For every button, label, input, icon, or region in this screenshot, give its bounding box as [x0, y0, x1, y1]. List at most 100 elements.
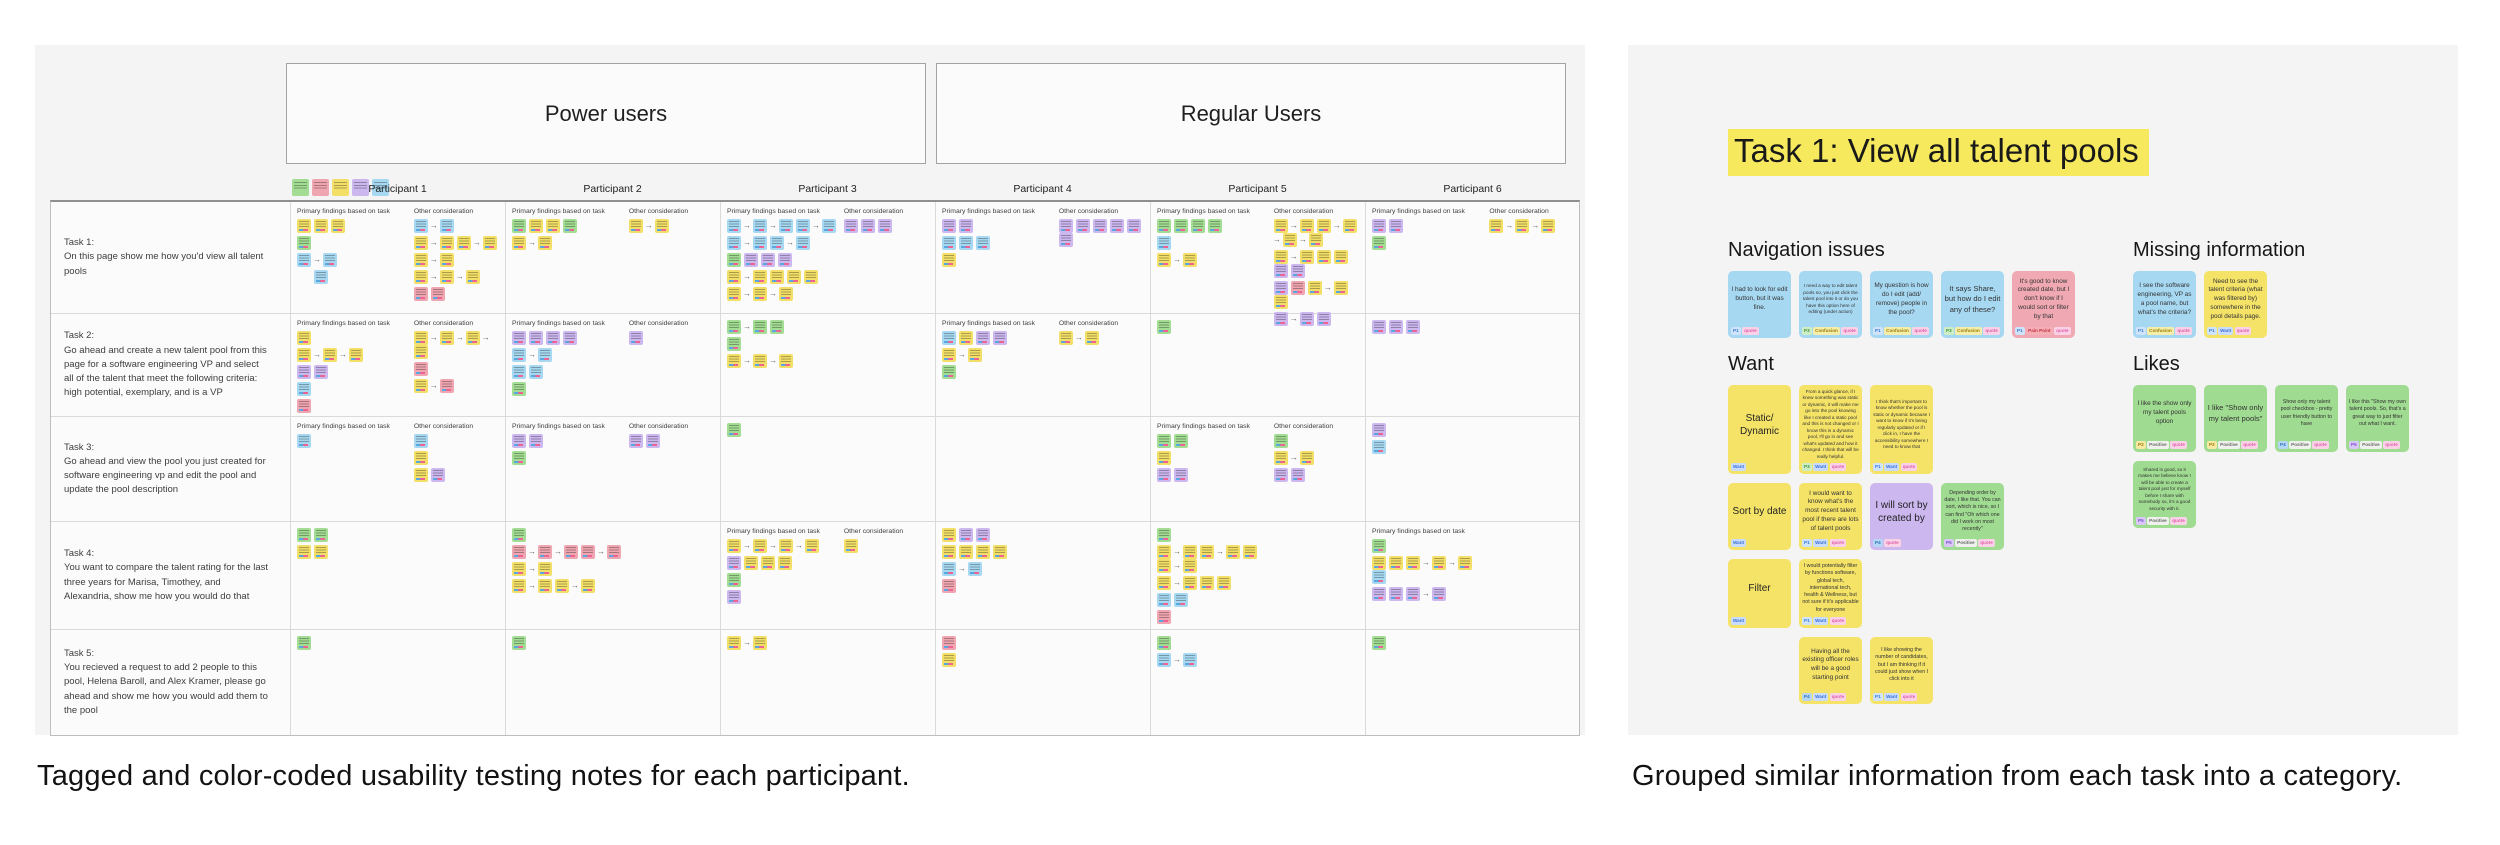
sticky-note[interactable]: I like showing the number of candidates,… [1870, 636, 1933, 704]
mini-sticky-note[interactable] [413, 434, 428, 448]
mini-sticky-note[interactable] [1372, 636, 1386, 650]
mini-sticky-note[interactable] [993, 331, 1007, 345]
mini-sticky-note[interactable] [1541, 219, 1556, 233]
mini-sticky-note[interactable] [563, 219, 577, 233]
sticky-note[interactable]: I like "Show only my talent pools" P2 Posi… [2204, 385, 2267, 452]
mini-sticky-note[interactable] [1299, 250, 1314, 264]
mini-sticky-note[interactable] [430, 287, 445, 301]
mini-sticky-note[interactable] [1092, 219, 1107, 233]
mini-sticky-note[interactable] [512, 365, 526, 379]
mini-sticky-note[interactable] [628, 434, 643, 448]
mini-sticky-note[interactable] [860, 219, 875, 233]
mini-sticky-note[interactable] [1372, 587, 1386, 601]
mini-sticky-note[interactable] [1084, 331, 1099, 345]
mini-sticky-note[interactable] [1157, 636, 1171, 650]
mini-sticky-note[interactable] [1316, 219, 1331, 233]
mini-sticky-note[interactable] [529, 365, 543, 379]
mini-sticky-note[interactable] [413, 379, 428, 393]
mini-sticky-note[interactable] [727, 219, 741, 233]
mini-sticky-note[interactable] [456, 236, 471, 250]
mini-sticky-note[interactable] [1515, 219, 1530, 233]
mini-sticky-note[interactable] [727, 253, 741, 267]
mini-sticky-note[interactable] [512, 236, 526, 250]
mini-sticky-note[interactable] [482, 236, 497, 250]
mini-sticky-note[interactable] [779, 539, 793, 553]
mini-sticky-note[interactable] [744, 556, 758, 570]
mini-sticky-note[interactable] [1333, 250, 1348, 264]
mini-sticky-note[interactable] [1191, 219, 1205, 233]
mini-sticky-note[interactable] [753, 270, 767, 284]
mini-sticky-note[interactable] [843, 219, 858, 233]
mini-sticky-note[interactable] [1372, 219, 1386, 233]
mini-sticky-note[interactable] [512, 331, 526, 345]
mini-sticky-note[interactable] [942, 636, 956, 650]
mini-sticky-note[interactable] [628, 219, 643, 233]
mini-sticky-note[interactable] [297, 365, 311, 379]
mini-sticky-note[interactable] [439, 236, 454, 250]
mini-sticky-note[interactable] [1226, 545, 1240, 559]
mini-sticky-note[interactable] [1389, 587, 1403, 601]
mini-sticky-note[interactable] [1183, 253, 1197, 267]
mini-sticky-note[interactable] [1372, 320, 1386, 334]
mini-sticky-note[interactable] [512, 382, 526, 396]
mini-sticky-note[interactable] [968, 348, 982, 362]
mini-sticky-note[interactable] [778, 253, 792, 267]
mini-sticky-note[interactable] [1183, 559, 1197, 573]
mini-sticky-note[interactable] [512, 348, 526, 362]
mini-sticky-note[interactable] [1372, 539, 1386, 553]
mini-sticky-note[interactable] [1157, 545, 1171, 559]
mini-sticky-note[interactable] [323, 348, 337, 362]
mini-sticky-note[interactable] [1406, 320, 1420, 334]
mini-sticky-note[interactable] [968, 562, 982, 576]
mini-sticky-note[interactable] [546, 331, 560, 345]
mini-sticky-note[interactable] [1282, 233, 1297, 247]
mini-sticky-note[interactable] [993, 545, 1007, 559]
mini-sticky-note[interactable] [512, 219, 526, 233]
legend-sticky-note[interactable] [372, 179, 389, 196]
mini-sticky-note[interactable] [439, 379, 454, 393]
mini-sticky-note[interactable] [727, 556, 741, 570]
mini-sticky-note[interactable] [297, 545, 311, 559]
mini-sticky-note[interactable] [1183, 545, 1197, 559]
mini-sticky-note[interactable] [1157, 593, 1171, 607]
mini-sticky-note[interactable] [779, 219, 793, 233]
legend-sticky-note[interactable] [332, 179, 349, 196]
sticky-note[interactable]: It's good to know created date, but I do… [2012, 271, 2075, 338]
mini-sticky-note[interactable] [727, 590, 741, 604]
mini-sticky-note[interactable] [1058, 331, 1073, 345]
mini-sticky-note[interactable] [538, 236, 552, 250]
mini-sticky-note[interactable] [942, 579, 956, 593]
mini-sticky-note[interactable] [778, 556, 792, 570]
mini-sticky-note[interactable] [1273, 451, 1288, 465]
mini-sticky-note[interactable] [1109, 219, 1124, 233]
mini-sticky-note[interactable] [1157, 468, 1171, 482]
sticky-note[interactable]: Filter Want [1728, 558, 1791, 628]
sticky-note[interactable]: My question is how do I edit (add/ remov… [1870, 271, 1933, 338]
mini-sticky-note[interactable] [843, 539, 858, 553]
mini-sticky-note[interactable] [538, 579, 552, 593]
mini-sticky-note[interactable] [959, 545, 973, 559]
mini-sticky-note[interactable] [1075, 219, 1090, 233]
mini-sticky-note[interactable] [753, 320, 767, 334]
mini-sticky-note[interactable] [1157, 528, 1171, 542]
mini-sticky-note[interactable] [1290, 281, 1305, 295]
mini-sticky-note[interactable] [942, 365, 956, 379]
mini-sticky-note[interactable] [512, 545, 526, 559]
sticky-note[interactable]: I would potentially filter by functions … [1799, 558, 1862, 628]
mini-sticky-note[interactable] [744, 253, 758, 267]
mini-sticky-note[interactable] [1157, 610, 1171, 624]
mini-sticky-note[interactable] [727, 236, 741, 250]
mini-sticky-note[interactable] [297, 528, 311, 542]
mini-sticky-note[interactable] [465, 270, 480, 284]
mini-sticky-note[interactable] [1299, 219, 1314, 233]
mini-sticky-note[interactable] [628, 331, 643, 345]
mini-sticky-note[interactable] [1157, 576, 1171, 590]
sticky-note[interactable]: Static/ Dynamic Want [1728, 385, 1791, 474]
mini-sticky-note[interactable] [1307, 281, 1322, 295]
mini-sticky-note[interactable] [1058, 233, 1073, 247]
mini-sticky-note[interactable] [1458, 556, 1472, 570]
mini-sticky-note[interactable] [413, 219, 428, 233]
mini-sticky-note[interactable] [727, 423, 741, 437]
mini-sticky-note[interactable] [1389, 219, 1403, 233]
mini-sticky-note[interactable] [1157, 451, 1171, 465]
